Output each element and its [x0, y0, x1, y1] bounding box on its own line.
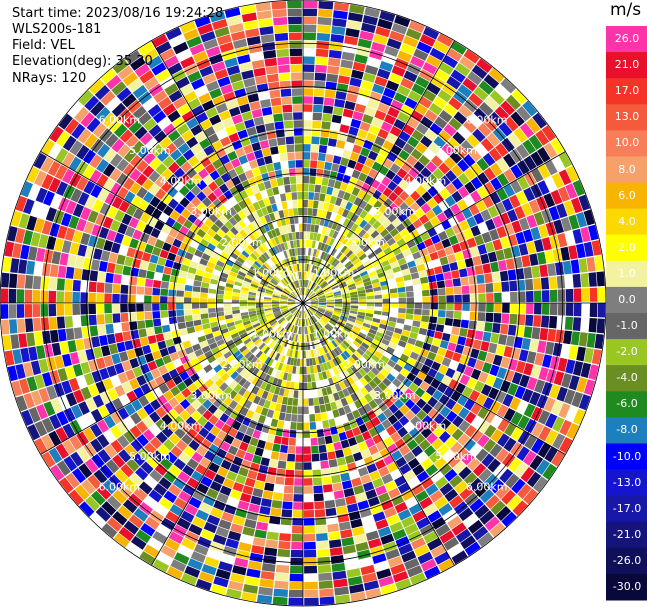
- colorbar-segment: [606, 521, 647, 549]
- colorbar-tick-label: 6.0: [618, 188, 636, 202]
- colorbar-segment: [606, 313, 647, 340]
- colorbar-tick-label: -8.0: [616, 423, 638, 437]
- colorbar-tick-label: 0.0: [618, 292, 636, 306]
- colorbar-tick-label: -21.0: [612, 527, 642, 541]
- range-ring-label: 1.00km: [252, 266, 294, 279]
- range-ring-label: 5.00km: [129, 450, 171, 463]
- colorbar-segment: [606, 26, 647, 53]
- colorbar-segment: [606, 365, 647, 392]
- colorbar-tick-label: 8.0: [618, 162, 636, 176]
- colorbar-tick-label: -26.0: [612, 553, 642, 567]
- colorbar-tick-label: -1.0: [616, 319, 638, 333]
- azimuth-spoke: [302, 302, 455, 566]
- start-time-text: Start time: 2023/08/16 19:24:28: [12, 6, 224, 21]
- colorbar-tick-label: 4.0: [618, 214, 636, 228]
- colorbar-tick-label: -6.0: [616, 397, 638, 411]
- colorbar-tick-label: 10.0: [614, 136, 640, 150]
- colorbar-segment: [606, 52, 647, 79]
- elevation-text: Elevation(deg): 35.30: [12, 54, 153, 69]
- colorbar-tick-label: 21.0: [614, 58, 640, 72]
- range-ring-label: 6.00km: [466, 481, 508, 494]
- range-ring-label: 4.00km: [405, 419, 447, 432]
- range-ring-label: 3.00km: [190, 389, 232, 402]
- range-ring-label: 5.00km: [435, 450, 477, 463]
- colorbar-tick-label: 17.0: [614, 84, 640, 98]
- colorbar-segment: [606, 260, 647, 288]
- instrument-text: WLS200s-181: [12, 22, 102, 37]
- range-ring-label: 5.00km: [129, 144, 171, 157]
- range-ring-label: 3.00km: [374, 389, 416, 402]
- range-ring-label: 2.00km: [221, 236, 263, 249]
- colorbar-tick-label: -10.0: [612, 449, 642, 463]
- colorbar-tick-label: -17.0: [612, 501, 642, 515]
- colorbar-segment: [606, 104, 647, 131]
- range-ring-label: 2.00km: [343, 358, 385, 371]
- colorbar-segment: [606, 78, 647, 105]
- nrays-text: NRays: 120: [12, 71, 87, 86]
- range-ring-label: 3.00km: [374, 205, 416, 218]
- colorbar-tick-label: -2.0: [616, 345, 638, 359]
- colorbar-segment: [606, 573, 647, 601]
- colorbar-tick-label: 13.0: [614, 110, 640, 124]
- colorbar-segment: [606, 391, 647, 418]
- range-ring-label: 4.00km: [160, 175, 202, 188]
- colorbar-segment: [606, 286, 647, 314]
- range-ring-label: 3.00km: [190, 205, 232, 218]
- range-ring-label: 6.00km: [466, 113, 508, 126]
- range-ring-label: 6.00km: [99, 481, 141, 494]
- range-ring-label: 4.00km: [160, 419, 202, 432]
- range-ring-label: 1.00km: [252, 328, 294, 341]
- colorbar-segment: [606, 417, 647, 444]
- range-ring-label: 1.00km: [313, 328, 355, 341]
- range-ring-label: 5.00km: [435, 144, 477, 157]
- azimuth-spoke: [151, 302, 304, 566]
- colorbar: [606, 26, 647, 601]
- colorbar-segment: [606, 130, 647, 157]
- azimuth-spoke: [302, 302, 566, 455]
- colorbar-tick-label: -4.0: [616, 371, 638, 385]
- colorbar-segment: [606, 547, 647, 575]
- colorbar-segment: [606, 495, 647, 523]
- range-ring-label: 2.00km: [343, 236, 385, 249]
- colorbar-tick-label: 1.0: [618, 266, 636, 280]
- azimuth-spoke: [40, 302, 304, 455]
- colorbar-tick-label: -30.0: [612, 579, 642, 593]
- colorbar-segment: [606, 469, 647, 497]
- azimuth-spoke: [302, 151, 566, 304]
- azimuth-spoke: [302, 40, 455, 304]
- azimuth-spoke: [151, 40, 304, 304]
- velocity-cells: [0, 0, 606, 606]
- colorbar-segment: [606, 208, 647, 236]
- colorbar-tick-label: 26.0: [614, 32, 640, 46]
- colorbar-segment: [606, 234, 647, 262]
- range-ring-label: 6.00km: [99, 113, 141, 126]
- colorbar-segment: [606, 443, 647, 471]
- range-ring-label: 2.00km: [221, 358, 263, 371]
- range-ring-label: 1.00km: [313, 266, 355, 279]
- colorbar-segment: [606, 182, 647, 210]
- colorbar-tick-label: -13.0: [612, 475, 642, 489]
- azimuth-spoke: [40, 151, 304, 304]
- colorbar-tick-label: 2.0: [618, 240, 636, 254]
- colorbar-segment: [606, 156, 647, 184]
- field-text: Field: VEL: [12, 38, 75, 53]
- range-ring-label: 4.00km: [405, 175, 447, 188]
- colorbar-segment: [606, 339, 647, 366]
- colorbar-unit: m/s: [610, 0, 642, 20]
